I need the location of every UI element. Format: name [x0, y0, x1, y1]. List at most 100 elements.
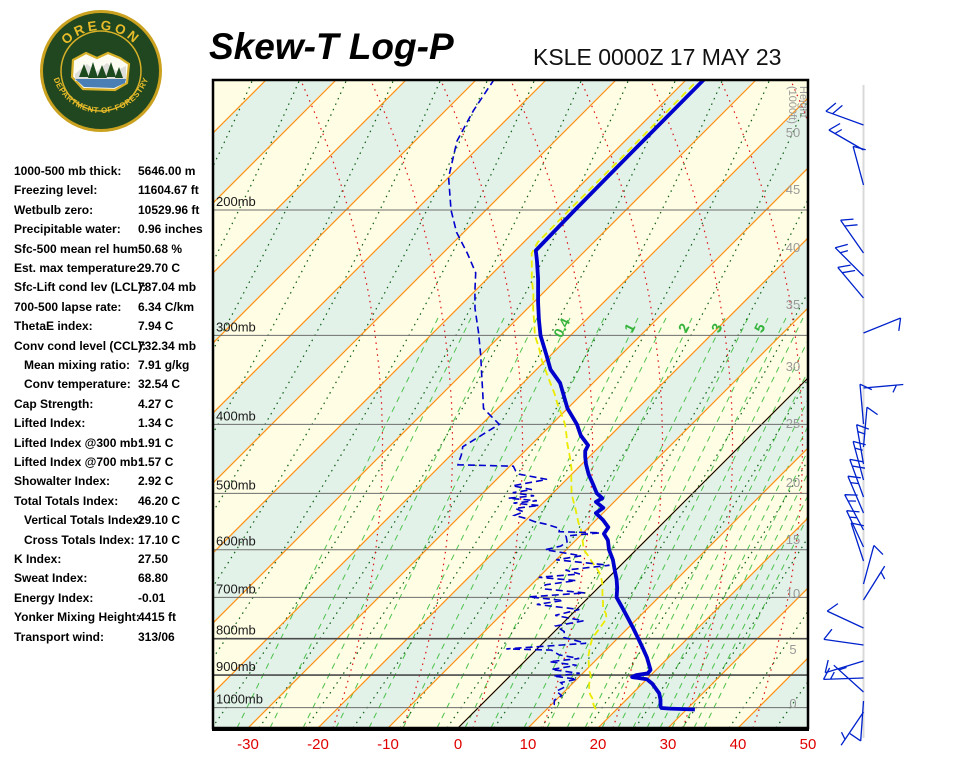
stat-label: Yonker Mixing Height:	[14, 610, 140, 625]
stat-value: 17.10 C	[138, 532, 181, 547]
wind-barb	[849, 458, 866, 498]
logo-water-icon	[73, 77, 126, 88]
stat-label: Est. max temperature:	[14, 261, 141, 275]
stat-label: Conv temperature:	[24, 377, 131, 392]
stat-value: 0.96 inches	[138, 222, 203, 237]
wind-barb	[822, 667, 864, 681]
wind-barb	[859, 383, 873, 425]
wind-barb	[840, 218, 865, 254]
stat-label: Total Totals Index:	[14, 493, 119, 508]
stat-label: Cross Totals Index:	[24, 532, 135, 547]
wind-barb	[855, 423, 870, 465]
isotherm-line	[387, 307, 808, 728]
stat-label: Vertical Totals Index:	[24, 513, 144, 528]
pressure-label: 200mb	[216, 194, 256, 209]
stat-label: K Index:	[14, 552, 62, 566]
stat-value: 68.80	[138, 571, 169, 586]
stat-label: Sfc-Lift cond lev (LCL):	[14, 280, 146, 295]
stat-label: Wetbulb zero:	[14, 202, 94, 217]
height-label: 35	[786, 297, 800, 312]
wind-barb	[826, 603, 864, 629]
wind-barb	[863, 317, 902, 334]
height-label: 50	[786, 125, 800, 140]
stat-value: 4415 ft	[138, 610, 177, 625]
height-label: 20	[786, 475, 800, 490]
wind-barb	[862, 406, 878, 448]
wind-barb	[824, 659, 864, 674]
stat-value: -0.01	[138, 590, 166, 605]
temp-axis-label: 40	[730, 736, 747, 753]
pressure-label: 500mb	[216, 477, 256, 492]
stat-value: 27.50	[138, 552, 169, 566]
height-label: 45	[786, 182, 800, 197]
wind-barb	[837, 264, 864, 299]
stat-value: 1.57 C	[138, 455, 174, 469]
stat-value: 732.34 mb	[138, 338, 197, 353]
plot-area: 0.4 1 2 3 5200mb300mb400mb500mb600mb700mb800…	[211, 78, 960, 731]
isotherm-line	[527, 447, 808, 728]
isotherm-line	[213, 80, 687, 554]
logo-trees-icon	[79, 62, 123, 78]
stat-label: Conv cond level (CCL):	[14, 338, 147, 353]
dry-adiabat-line	[861, 80, 943, 728]
odf-logo: OREGON DEPARTMENT OF FORESTRY	[40, 10, 162, 132]
isotherm-line	[317, 237, 808, 728]
stat-value: 29.10 C	[138, 513, 181, 528]
stat-value: 787.04 mb	[138, 280, 197, 295]
stat-value: 10529.96 ft	[138, 202, 200, 217]
pressure-label: 300mb	[216, 319, 256, 334]
wind-barb	[833, 664, 864, 693]
pressure-label: 600mb	[216, 534, 256, 549]
pressure-label: 700mb	[216, 581, 256, 596]
pressure-label: 1000mb	[216, 692, 263, 707]
isotherm-line	[213, 80, 547, 414]
stat-label: Freezing level:	[14, 183, 98, 198]
isotherm-band	[213, 98, 808, 728]
freezing-isotherm-line	[457, 377, 808, 728]
stat-value: 32.54 C	[138, 377, 181, 392]
stat-label: Precipitable water:	[14, 222, 121, 237]
stat-label: Lifted Index @300 mb:	[14, 435, 142, 450]
station-datetime: KSLE 0000Z 17 MAY 23	[533, 44, 782, 70]
isotherm-line	[213, 80, 757, 624]
wind-barb	[844, 494, 865, 531]
height-label: 0	[789, 696, 796, 711]
stat-value: 50.68 %	[138, 241, 183, 256]
wind-barb	[862, 544, 884, 585]
wind-barb	[849, 700, 865, 742]
stat-label: Sfc-500 mean rel hum:	[14, 241, 143, 256]
wind-barb	[852, 145, 866, 186]
isotherm-line	[247, 167, 808, 728]
isotherm-line	[667, 587, 808, 728]
pressure-label: 400mb	[216, 408, 256, 423]
stat-value: 29.70 C	[138, 261, 181, 275]
stat-label: Showalter Index:	[14, 474, 111, 489]
temp-axis-label: -10	[377, 736, 399, 753]
stat-label: Sweat Index:	[14, 571, 88, 586]
wind-barb	[834, 243, 864, 277]
mixing-ratio-label: 0.4	[550, 315, 573, 340]
stat-label: Transport wind:	[14, 629, 104, 644]
stat-value: 46.20 C	[138, 493, 181, 508]
height-axis-title: Height(1000ft)	[786, 86, 809, 124]
wind-barb	[862, 565, 886, 601]
stat-label: Cap Strength:	[14, 396, 94, 411]
stat-value: 7.91 g/kg	[138, 358, 190, 372]
isotherm-line	[213, 97, 808, 694]
stat-label: 700-500 lapse rate:	[14, 299, 122, 314]
temp-axis-label: -30	[237, 736, 259, 753]
wind-barb	[823, 628, 864, 646]
stat-label: Mean mixing ratio:	[24, 358, 131, 372]
dry-adiabat-line	[931, 80, 960, 728]
stat-value: 5646.00 m	[138, 164, 196, 178]
stat-label: Lifted Index @700 mb:	[14, 455, 142, 469]
wind-barb	[863, 383, 904, 393]
pressure-label: 900mb	[216, 659, 256, 674]
wind-barb-group	[822, 102, 904, 746]
stat-value: 6.34 C/km	[138, 299, 195, 314]
isotherm-line	[213, 80, 477, 344]
isotherm-line	[213, 80, 337, 204]
temp-axis-label: 20	[590, 736, 607, 753]
height-label: 10	[786, 586, 800, 601]
